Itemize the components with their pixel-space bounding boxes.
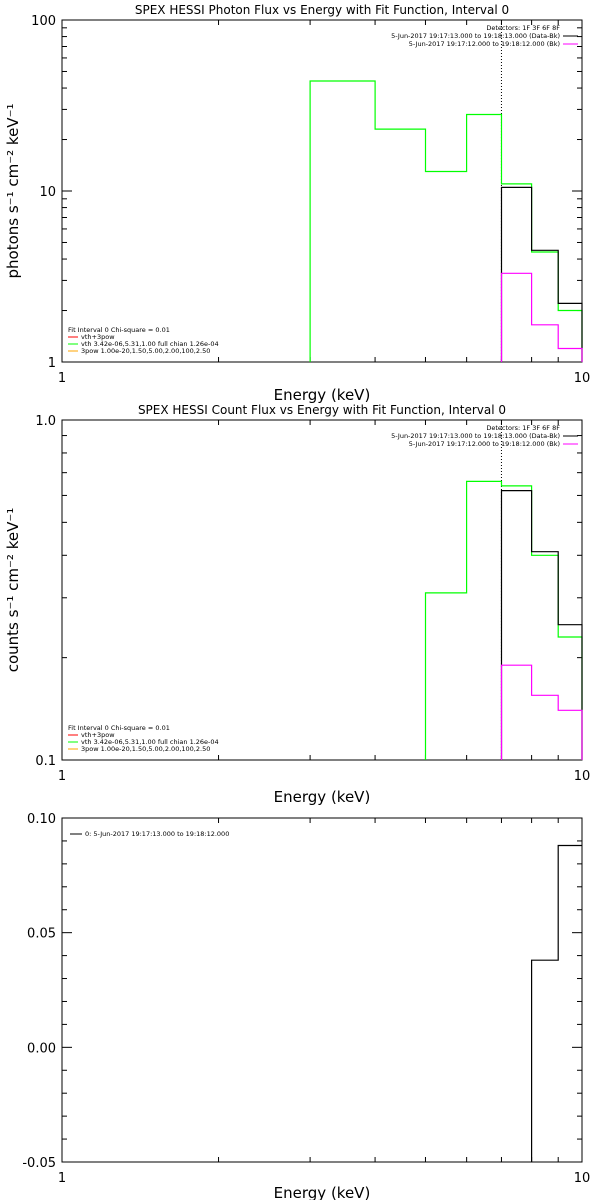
fit-legend-header: Fit Interval 0 Chi-square = 0.01	[68, 724, 170, 732]
x-tick-label: 10	[574, 1171, 591, 1186]
x-axis-label: Energy (keV)	[274, 788, 371, 806]
legend-text: 0: 5-Jun-2017 19:17:13.000 to 19:18:12.0…	[85, 830, 229, 838]
x-tick-label: 1	[58, 371, 66, 386]
header-legend-text: 5-Jun-2017 19:17:12.000 to 19:18:12.000 …	[409, 440, 560, 448]
series-0-step-line	[531, 844, 582, 1162]
y-tick-label: 0.10	[27, 812, 56, 827]
series-1-step-line	[500, 186, 583, 362]
plot-frame	[61, 19, 583, 363]
x-axis-label: Energy (keV)	[274, 1184, 371, 1200]
count-flux-chart: 1 10 0.1 1.0 SPEX HESSI Count Flux vs Energy…	[4, 403, 590, 806]
fit-legend-header: Fit Interval 0 Chi-square = 0.01	[68, 326, 170, 334]
y-tick-label: -0.05	[22, 1156, 56, 1171]
y-axis-label: photons s⁻¹ cm⁻² keV⁻¹	[4, 104, 22, 279]
header-legend-text: 5-Jun-2017 19:17:13.000 to 19:18:13.000 …	[391, 32, 560, 40]
x-axis-label: Energy (keV)	[274, 386, 371, 404]
header-legend-text: 5-Jun-2017 19:17:12.000 to 19:18:12.000 …	[409, 40, 560, 48]
header-legend-text: 5-Jun-2017 19:17:13.000 to 19:18:13.000 …	[391, 432, 560, 440]
y-tick-label: 0.1	[35, 754, 56, 769]
x-tick-label: 10	[574, 371, 591, 386]
detectors-label: Detectors: 1F 3F 6F 8F	[486, 24, 560, 32]
y-tick-label: 10	[39, 185, 56, 200]
y-tick-label: 1.0	[35, 414, 56, 429]
y-tick-label: 0.00	[27, 1041, 56, 1056]
chart-title: SPEX HESSI Count Flux vs Energy with Fit…	[138, 403, 506, 417]
series-1-step-line	[500, 490, 583, 760]
detectors-label: Detectors: 1F 3F 6F 8F	[486, 424, 560, 432]
photon-flux-chart: 1 10 1 10 100 SPEX HESSI Photon Flux vs Energ…	[4, 3, 590, 404]
plot-frame	[61, 419, 583, 761]
series-2-step-line	[500, 272, 583, 362]
y-tick-label: 0.05	[27, 927, 56, 942]
series-2-step-line	[500, 664, 583, 760]
series-0-step-line	[424, 480, 583, 760]
fit-legend-text: vth+3pow	[81, 731, 115, 739]
fit-legend-text: vth 3.42e-06,5.31,1.00 full chian 1.26e-…	[81, 738, 219, 746]
fit-legend-text: 3pow 1.00e-20,1.50,5.00,2.00,100,2.50	[81, 347, 210, 355]
plot-frame	[61, 817, 583, 1163]
fit-legend-text: 3pow 1.00e-20,1.50,5.00,2.00,100,2.50	[81, 745, 210, 753]
x-tick-label: 1	[58, 1171, 66, 1186]
residuals-chart: 1 10 -0.05 0.00 0.05 0.10 Energy (keV) 0: 5-Jun…	[22, 812, 590, 1200]
x-tick-label: 10	[574, 769, 591, 784]
x-tick-label: 1	[58, 769, 66, 784]
chart-title: SPEX HESSI Photon Flux vs Energy with Fi…	[135, 3, 509, 17]
y-axis-label: counts s⁻¹ cm⁻² keV⁻¹	[4, 508, 22, 673]
y-tick-label: 1	[48, 356, 56, 371]
fit-legend-text: vth 3.42e-06,5.31,1.00 full chian 1.26e-…	[81, 340, 219, 348]
series-0-step-line	[309, 80, 583, 362]
y-tick-label: 100	[31, 14, 56, 29]
fit-legend-text: vth+3pow	[81, 333, 115, 341]
